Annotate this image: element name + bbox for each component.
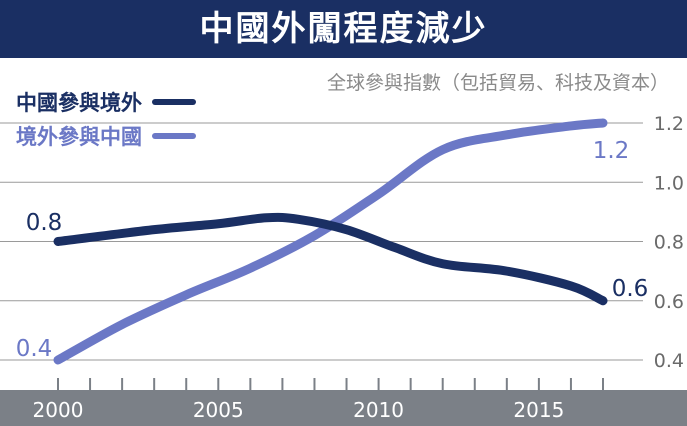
y-tick-label: 0.6 xyxy=(654,291,684,313)
legend-swatch xyxy=(152,133,196,139)
legend-item-china-abroad: 中國參與境外 xyxy=(16,85,196,119)
series-line-0 xyxy=(53,212,608,306)
y-tick-label: 1.2 xyxy=(654,113,684,135)
chart-title: 中國外闖程度減少 xyxy=(199,9,488,49)
data-label: 0.6 xyxy=(612,276,649,302)
x-tick-label: 2010 xyxy=(353,398,404,422)
legend-label: 境外參與中國 xyxy=(16,125,142,149)
data-label: 0.4 xyxy=(16,336,53,362)
title-bar xyxy=(0,0,687,58)
data-label: 1.2 xyxy=(593,138,630,164)
series-line-1 xyxy=(53,118,608,365)
y-tick-label: 0.4 xyxy=(654,350,684,372)
chart-subtitle: 全球參與指數（包括貿易、科技及資本） xyxy=(326,72,669,94)
x-tick-label: 2000 xyxy=(33,398,84,422)
y-tick-label: 0.8 xyxy=(654,232,684,254)
x-tick-label: 2015 xyxy=(513,398,564,422)
data-label: 0.8 xyxy=(26,210,63,236)
legend-item-abroad-china: 境外參與中國 xyxy=(16,119,196,153)
legend: 中國參與境外 境外參與中國 xyxy=(16,85,196,153)
legend-label: 中國參與境外 xyxy=(16,91,142,115)
x-tick-label: 2005 xyxy=(193,398,244,422)
x-axis-bar xyxy=(0,390,687,426)
legend-swatch xyxy=(152,99,196,105)
y-tick-label: 1.0 xyxy=(654,172,684,194)
